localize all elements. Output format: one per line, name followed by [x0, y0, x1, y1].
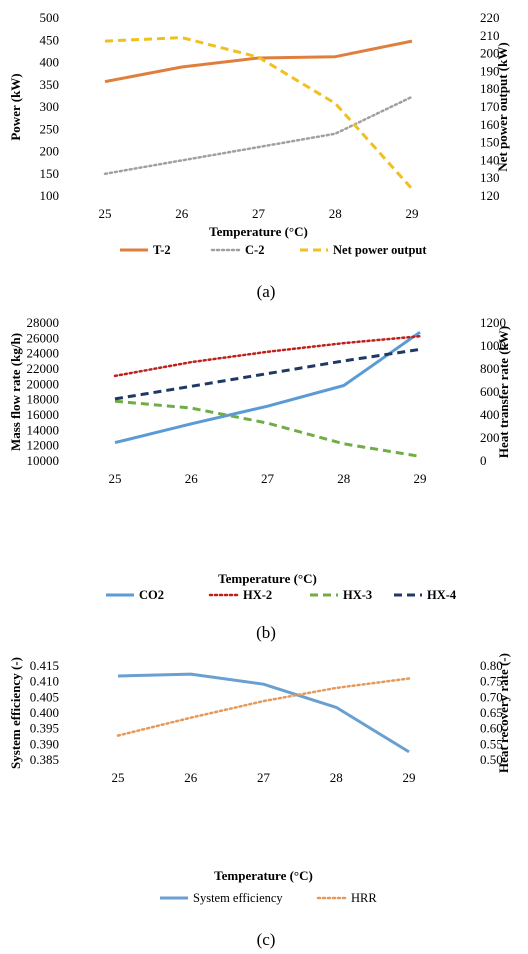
y-left-tick-label: 350 [40, 77, 60, 92]
y-right-tick-label: 800 [480, 361, 500, 376]
legend-label: C-2 [245, 243, 264, 257]
y-left-tick-label: 400 [40, 55, 60, 70]
y-left-tick-label: 28000 [27, 315, 60, 330]
y-left-tick-label: 18000 [27, 392, 60, 407]
y-left-tick-label: 450 [40, 32, 60, 47]
y-right-tick-label: 200 [480, 46, 500, 61]
legend-label: HX-3 [343, 588, 372, 602]
y-left-tick-label: 0.400 [30, 705, 59, 720]
x-tick-label: 26 [175, 206, 189, 221]
y-right-tick-label: 140 [480, 152, 500, 167]
y-left-tick-label: 20000 [27, 376, 60, 391]
legend-label: HX-2 [243, 588, 272, 602]
y-right-tick-label: 0.60 [480, 721, 503, 736]
legend-label: Net power output [333, 243, 427, 257]
series-line-system-efficiency [117, 672, 410, 754]
y-left-tick-label: 26000 [27, 330, 60, 345]
x-tick-label: 27 [252, 206, 266, 221]
caption-a: (a) [257, 282, 276, 301]
x-tick-label: 27 [257, 770, 271, 785]
y-right-tick-label: 400 [480, 407, 500, 422]
x-tick-label: 25 [99, 206, 112, 221]
y-left-tick-label: 22000 [27, 361, 60, 376]
x-tick-label: 26 [184, 770, 198, 785]
y-right-tick-label: 0.50 [480, 752, 503, 767]
y-left-tick-label: 0.385 [30, 752, 59, 767]
x-tick-label: 29 [406, 206, 419, 221]
y-left-axis-label: System efficiency (-) [8, 657, 23, 769]
y-left-tick-label: 250 [40, 121, 60, 136]
series-line-co2 [114, 330, 421, 445]
y-left-tick-label: 12000 [27, 438, 60, 453]
series-line-t-2 [104, 39, 413, 84]
y-left-axis-label: Mass flow rate (kg/h) [8, 333, 23, 451]
x-tick-label: 27 [261, 471, 275, 486]
y-left-tick-label: 0.415 [30, 658, 59, 673]
x-tick-label: 28 [329, 206, 342, 221]
y-left-tick-label: 0.410 [30, 674, 59, 689]
y-right-tick-label: 0.55 [480, 736, 503, 751]
y-right-tick-label: 160 [480, 117, 500, 132]
y-left-tick-label: 150 [40, 166, 60, 181]
x-tick-label: 29 [414, 471, 427, 486]
x-tick-label: 25 [112, 770, 125, 785]
caption-b: (b) [256, 623, 276, 642]
y-left-tick-label: 0.390 [30, 736, 59, 751]
y-right-tick-label: 0.65 [480, 705, 503, 720]
y-right-axis-label: Net power output (kW) [495, 42, 510, 171]
x-axis-label: Temperature (°C) [214, 868, 313, 883]
y-left-tick-label: 0.395 [30, 721, 59, 736]
y-left-tick-label: 200 [40, 144, 60, 159]
y-right-tick-label: 130 [480, 170, 500, 185]
y-right-tick-label: 210 [480, 28, 500, 43]
legend-label: CO2 [139, 588, 164, 602]
y-left-tick-label: 0.405 [30, 689, 59, 704]
y-right-tick-label: 180 [480, 81, 500, 96]
y-left-tick-label: 500 [40, 10, 60, 25]
legend-label: System efficiency [193, 891, 283, 905]
y-left-tick-label: 24000 [27, 346, 60, 361]
series-line-hx-3 [114, 399, 421, 458]
chart-panel-b: 1000012000140001600018000200002200024000… [8, 315, 511, 602]
y-left-tick-label: 16000 [27, 407, 60, 422]
y-right-tick-label: 170 [480, 99, 500, 114]
y-right-tick-label: 190 [480, 63, 500, 78]
series-line-c-2 [103, 95, 414, 176]
y-right-tick-label: 0.80 [480, 658, 503, 673]
y-right-tick-label: 600 [480, 384, 500, 399]
chart-panel-a: 100 150 200 250 300 350 400 450 500 120 130 140 150 1… [8, 10, 510, 257]
y-left-tick-label: 14000 [27, 422, 60, 437]
series-line-hx-4 [114, 347, 421, 401]
x-tick-label: 25 [109, 471, 122, 486]
x-tick-label: 26 [185, 471, 199, 486]
legend-label: HX-4 [427, 588, 457, 602]
y-right-tick-label: 150 [480, 135, 500, 150]
y-right-tick-label: 0 [480, 453, 487, 468]
legend-label: HRR [351, 891, 377, 905]
y-right-axis-label: Heat transfer rate (kW) [496, 326, 511, 458]
y-left-tick-label: 100 [40, 188, 60, 203]
y-right-tick-label: 220 [480, 10, 500, 25]
y-right-tick-label: 0.70 [480, 689, 503, 704]
caption-c: (c) [257, 930, 276, 949]
chart-panel-c: 0.3850.3900.3950.4000.4050.4100.4150.500… [8, 653, 511, 905]
y-right-tick-label: 1200 [480, 315, 506, 330]
y-left-tick-label: 10000 [27, 453, 60, 468]
y-right-tick-label: 1000 [480, 338, 506, 353]
y-right-tick-label: 120 [480, 188, 500, 203]
x-axis-label: Temperature (°C) [209, 224, 308, 239]
legend-label: T-2 [153, 243, 171, 257]
series-line-hrr [116, 677, 411, 737]
y-right-axis-label: Heat recovery rate (-) [496, 653, 511, 773]
x-tick-label: 29 [403, 770, 416, 785]
x-tick-label: 28 [330, 770, 343, 785]
y-right-tick-label: 0.75 [480, 674, 503, 689]
y-left-tick-label: 300 [40, 99, 60, 114]
y-right-tick-label: 200 [480, 430, 500, 445]
y-left-axis-label: Power (kW) [8, 73, 23, 140]
x-axis-label: Temperature (°C) [218, 571, 317, 586]
x-tick-label: 28 [337, 471, 350, 486]
